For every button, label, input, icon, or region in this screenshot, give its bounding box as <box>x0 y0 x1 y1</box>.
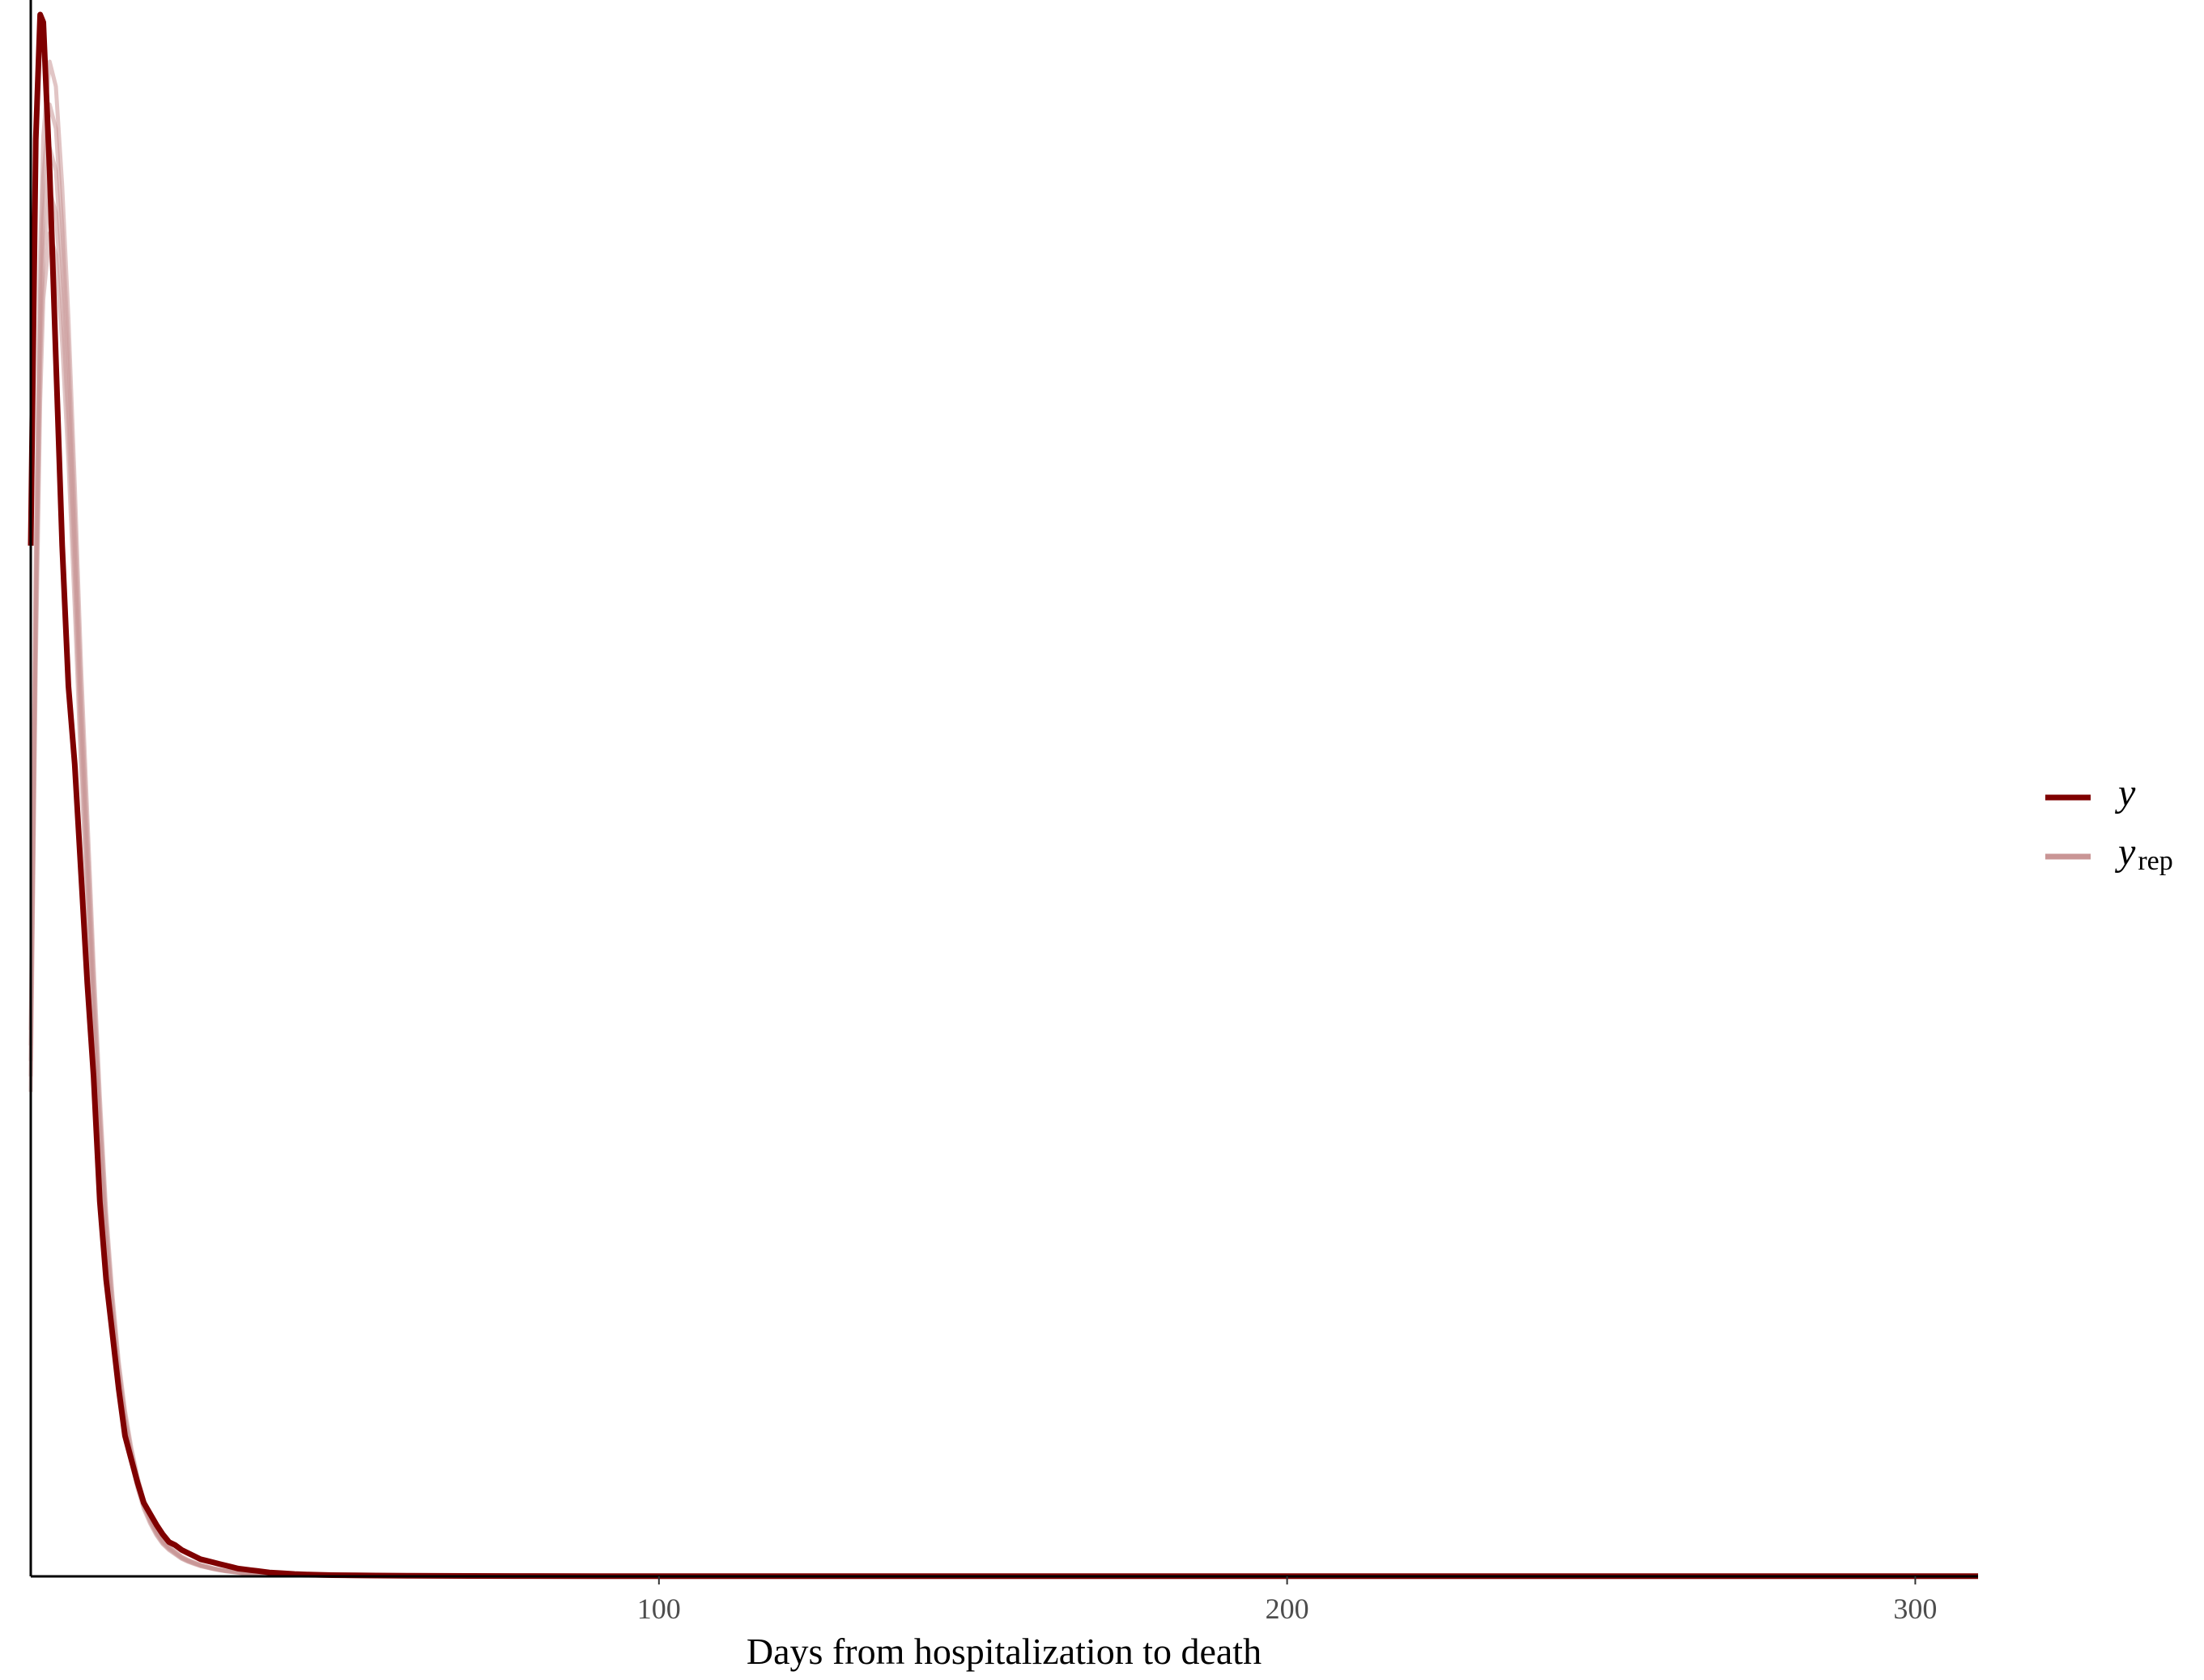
x-axis-title: Days from hospitalization to death <box>747 1631 1262 1672</box>
x-tick-label-200: 200 <box>1266 1593 1309 1625</box>
series-yrep-draw-3 <box>28 145 1978 1579</box>
legend: y yrep <box>2045 772 2173 876</box>
series-yrep-draw-2 <box>28 188 1978 1579</box>
legend-label-yrep: yrep <box>2114 831 2173 876</box>
x-ticks: 100 200 300 <box>637 1576 1937 1625</box>
x-tick-label-100: 100 <box>637 1593 681 1625</box>
x-tick-label-300: 300 <box>1893 1593 1937 1625</box>
series-y-line <box>28 11 1978 1580</box>
series-yrep-draw-1 <box>28 231 1978 1579</box>
plot-area <box>28 11 1978 1580</box>
series-yrep-draw-4 <box>28 102 1978 1579</box>
legend-label-y: y <box>2114 772 2136 814</box>
series-yrep-draw-5 <box>28 59 1978 1579</box>
